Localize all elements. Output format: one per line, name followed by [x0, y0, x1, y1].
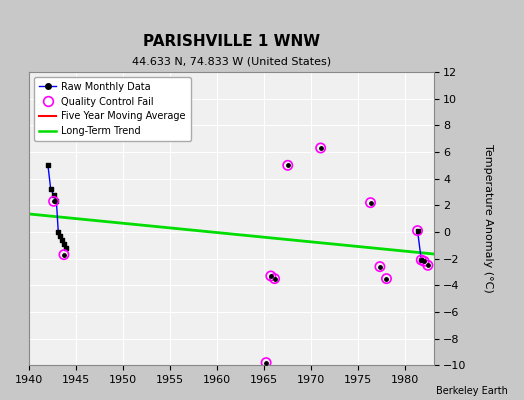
Point — [316, 145, 325, 151]
Point — [420, 258, 428, 264]
Point — [270, 276, 279, 282]
Point — [424, 262, 432, 268]
Point — [270, 276, 279, 282]
Point — [417, 257, 425, 263]
Point — [43, 162, 52, 168]
Point — [376, 264, 384, 270]
Y-axis label: Temperature Anomaly (°C): Temperature Anomaly (°C) — [483, 144, 493, 293]
Point — [62, 245, 70, 251]
Text: PARISHVILLE 1 WNW: PARISHVILLE 1 WNW — [143, 34, 320, 48]
Point — [316, 145, 325, 151]
Point — [376, 264, 384, 270]
Point — [52, 198, 61, 204]
Point — [60, 252, 68, 258]
Point — [54, 229, 62, 235]
Point — [262, 360, 270, 366]
Point — [413, 228, 422, 234]
Point — [49, 198, 58, 204]
Point — [60, 252, 68, 258]
Point — [417, 257, 425, 263]
Point — [49, 198, 58, 204]
Text: Berkeley Earth: Berkeley Earth — [436, 386, 508, 396]
Point — [49, 192, 58, 198]
Point — [413, 228, 422, 234]
Point — [267, 273, 275, 279]
Point — [47, 186, 55, 192]
Point — [424, 262, 432, 268]
Point — [413, 228, 422, 234]
Point — [56, 233, 64, 239]
Point — [262, 360, 270, 366]
Text: 44.633 N, 74.833 W (United States): 44.633 N, 74.833 W (United States) — [132, 56, 331, 66]
Point — [267, 273, 275, 279]
Point — [283, 162, 292, 168]
Point — [58, 237, 66, 243]
Point — [283, 162, 292, 168]
Point — [383, 276, 391, 282]
Point — [60, 241, 68, 247]
Point — [417, 257, 425, 263]
Legend: Raw Monthly Data, Quality Control Fail, Five Year Moving Average, Long-Term Tren: Raw Monthly Data, Quality Control Fail, … — [34, 77, 191, 141]
Point — [366, 200, 375, 206]
Point — [366, 200, 375, 206]
Point — [383, 276, 391, 282]
Point — [420, 258, 428, 264]
